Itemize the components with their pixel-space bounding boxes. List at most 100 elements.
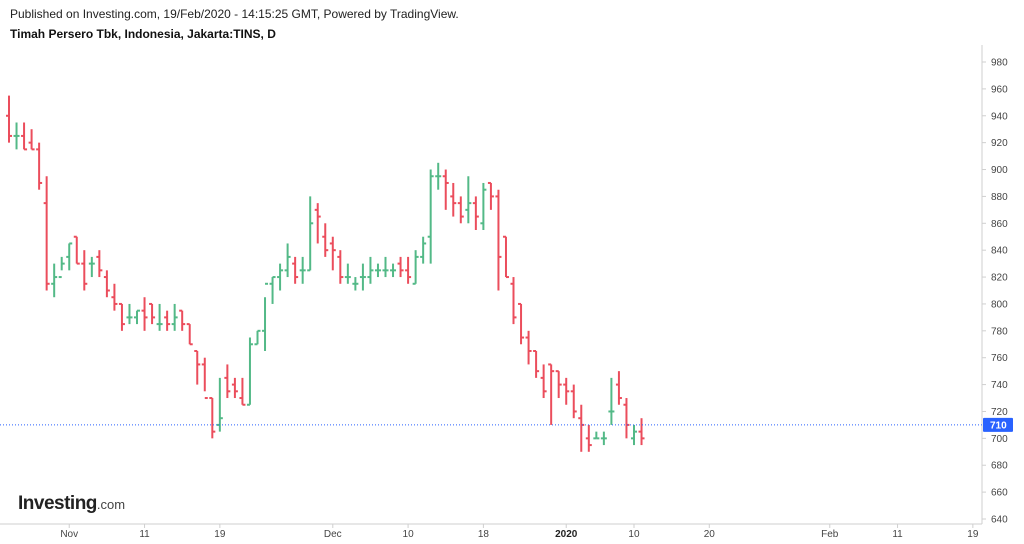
y-tick-label: 740	[991, 380, 1008, 391]
ohlc-bar	[405, 256, 412, 284]
ohlc-bar	[58, 256, 65, 279]
ohlc-bar	[134, 309, 141, 325]
ohlc-bar	[209, 397, 216, 439]
ohlc-bar	[216, 377, 223, 432]
ohlc-bar	[36, 142, 43, 190]
ohlc-bar	[502, 235, 509, 279]
ohlc-bar	[510, 277, 517, 325]
ohlc-bar	[623, 398, 630, 439]
ohlc-bar	[194, 349, 201, 385]
y-tick-label: 780	[991, 326, 1008, 337]
ohlc-bar	[111, 283, 118, 311]
ohlc-bar	[480, 182, 487, 231]
ohlc-bar	[88, 256, 95, 278]
ohlc-bar	[66, 242, 73, 271]
x-tick-label: 11	[892, 529, 903, 540]
ohlc-bar	[186, 323, 193, 346]
ohlc-bar	[231, 377, 238, 399]
y-tick-label: 800	[991, 299, 1008, 310]
ohlc-bar	[638, 418, 645, 446]
y-tick-label: 980	[991, 58, 1008, 69]
y-tick-label: 820	[991, 273, 1008, 284]
ohlc-bar	[284, 243, 291, 278]
price-axis-ticks: 640 660 680 700 720 740 760 780 800 820 840 860 880 9…	[982, 58, 1008, 526]
ohlc-bar	[179, 309, 186, 331]
ohlc-bar	[344, 263, 351, 284]
x-tick-label: 18	[478, 529, 490, 540]
ohlc-bar	[420, 236, 427, 264]
ohlc-bar	[103, 270, 110, 298]
ohlc-bar	[525, 330, 532, 365]
ohlc-bars	[6, 95, 645, 452]
investing-logo: Investing.com	[18, 493, 125, 515]
ohlc-bar	[337, 250, 344, 284]
ohlc-bar	[487, 181, 494, 210]
ohlc-bar	[442, 169, 449, 210]
ohlc-bar	[367, 256, 374, 284]
ohlc-bar	[6, 95, 12, 143]
ohlc-bar	[570, 384, 577, 419]
last-price-label: 710	[990, 420, 1007, 431]
y-tick-label: 860	[991, 219, 1008, 230]
ohlc-bar	[382, 256, 389, 278]
ohlc-bar	[397, 256, 404, 278]
ohlc-bar	[21, 122, 28, 151]
ohlc-bar	[615, 371, 622, 405]
ohlc-bar	[262, 282, 269, 351]
ohlc-bar	[118, 302, 125, 331]
logo-suffix: .com	[96, 497, 126, 512]
ohlc-bar	[314, 203, 321, 244]
ohlc-bar	[149, 302, 156, 325]
time-axis-ticks: Nov 11 19 Dec 10 18 2020 10 20 Feb 11 19	[60, 524, 979, 540]
x-tick-label: 10	[628, 529, 640, 540]
last-price-line: 710	[0, 417, 1013, 432]
ohlc-bar	[13, 122, 20, 150]
ohlc-bar	[329, 236, 336, 271]
y-tick-label: 940	[991, 111, 1008, 122]
y-tick-label: 840	[991, 246, 1008, 257]
ohlc-bar	[630, 424, 637, 446]
ohlc-bar	[322, 223, 329, 257]
ohlc-bar	[51, 263, 58, 298]
ohlc-bar	[427, 169, 434, 264]
ohlc-bar	[277, 263, 284, 291]
ohlc-bar	[412, 250, 419, 285]
ohlc-bar	[457, 196, 464, 224]
ohlc-bar	[96, 250, 103, 278]
x-tick-label: 20	[704, 529, 716, 540]
logo-brand: Investing	[18, 493, 97, 514]
ohlc-bar	[269, 276, 276, 304]
ohlc-bar	[374, 263, 381, 278]
ohlc-bar	[81, 250, 88, 291]
y-tick-label: 700	[991, 434, 1008, 445]
ohlc-bar	[307, 196, 314, 272]
symbol-title: Timah Persero Tbk, Indonesia, Jakarta:TI…	[10, 27, 276, 41]
ohlc-bar	[495, 189, 502, 291]
ohlc-bar	[141, 297, 148, 331]
x-tick-label: Nov	[60, 529, 78, 540]
ohlc-bar	[600, 431, 607, 446]
ohlc-bar	[540, 364, 547, 399]
y-tick-label: 660	[991, 488, 1008, 499]
published-caption: Published on Investing.com, 19/Feb/2020 …	[10, 7, 459, 21]
ohlc-bar	[390, 263, 397, 278]
y-tick-label: 760	[991, 353, 1008, 364]
x-tick-label: 10	[403, 529, 415, 540]
y-tick-label: 920	[991, 138, 1008, 149]
ohlc-bar	[518, 302, 525, 345]
ohlc-bar	[164, 310, 171, 331]
ohlc-bar	[246, 337, 253, 406]
ohlc-bar	[43, 176, 50, 291]
ohlc-bar	[472, 196, 479, 231]
y-tick-label: 680	[991, 461, 1008, 472]
x-tick-label: Feb	[821, 529, 839, 540]
y-tick-label: 880	[991, 192, 1008, 203]
ohlc-bar	[548, 363, 555, 425]
x-tick-label: 19	[214, 529, 226, 540]
y-tick-label: 900	[991, 165, 1008, 176]
x-tick-label: 19	[967, 529, 979, 540]
ohlc-bar	[465, 176, 472, 224]
ohlc-bar	[563, 377, 570, 405]
ohlc-bar	[299, 256, 306, 284]
